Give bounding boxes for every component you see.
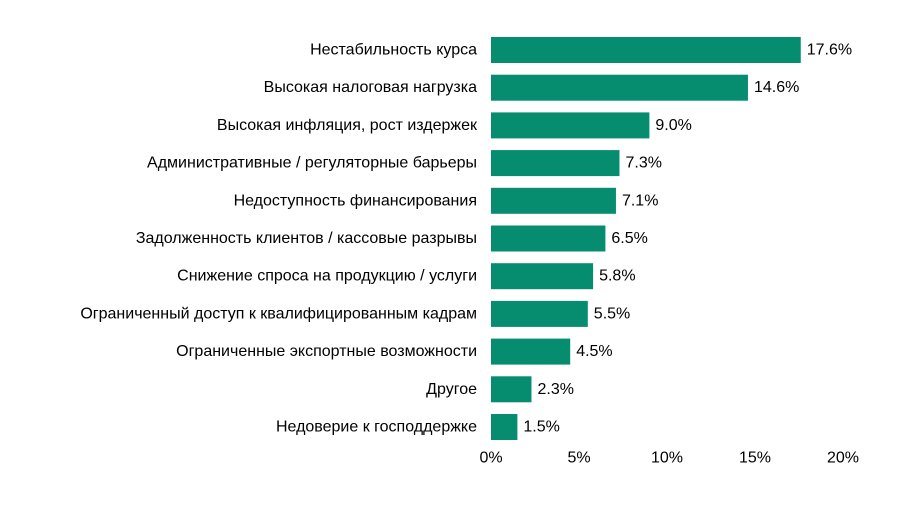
bar xyxy=(491,376,532,403)
value-label: 7.3% xyxy=(625,155,661,172)
value-label: 4.5% xyxy=(576,343,612,360)
x-tick-label: 15% xyxy=(739,450,771,467)
category-label: Административные / регуляторные барьеры xyxy=(147,155,477,172)
x-tick-label: 20% xyxy=(827,450,859,467)
bar xyxy=(491,150,620,177)
x-tick-label: 5% xyxy=(567,450,590,467)
category-label: Ограниченные экспортные возможности xyxy=(176,343,477,360)
value-label: 9.0% xyxy=(655,117,691,134)
category-label: Снижение спроса на продукцию / услуги xyxy=(177,268,477,285)
bar xyxy=(491,37,801,63)
x-tick-label: 0% xyxy=(479,450,502,467)
bar xyxy=(491,112,650,139)
bar xyxy=(491,300,588,327)
bar xyxy=(491,414,518,440)
x-tick-label: 10% xyxy=(651,450,683,467)
value-label: 6.5% xyxy=(611,230,647,247)
bar xyxy=(491,225,606,252)
value-label: 5.5% xyxy=(594,305,630,322)
category-label: Недоверие к господдержке xyxy=(276,419,477,436)
bar xyxy=(491,263,594,290)
category-label: Задолженность клиентов / кассовые разрыв… xyxy=(136,230,477,247)
value-label: 7.1% xyxy=(622,192,658,209)
bar xyxy=(491,74,748,101)
value-label: 5.8% xyxy=(599,268,635,285)
category-label: Ограниченный доступ к квалифицированным … xyxy=(80,305,477,322)
value-label: 2.3% xyxy=(537,381,573,398)
category-label: Другое xyxy=(426,381,477,398)
category-label: Недоступность финансирования xyxy=(234,192,477,209)
value-label: 17.6% xyxy=(807,42,852,59)
category-label: Высокая налоговая нагрузка xyxy=(264,79,477,96)
category-label: Нестабильность курса xyxy=(310,42,477,59)
category-labels: Нестабильность курса Высокая налоговая на… xyxy=(80,42,478,436)
category-label: Высокая инфляция, рост издержек xyxy=(217,117,478,134)
bar xyxy=(491,338,571,365)
value-label: 1.5% xyxy=(523,419,559,436)
value-label: 14.6% xyxy=(754,79,799,96)
x-axis-ticks: 0% 5% 10% 15% 20% xyxy=(479,450,859,467)
value-labels: 17.6% 14.6% 9.0% 7.3% 7.1% 6.5% 5.8% 5.5% 4.5% 2.… xyxy=(523,42,852,436)
bars-layer xyxy=(491,37,801,440)
bar xyxy=(491,187,616,214)
